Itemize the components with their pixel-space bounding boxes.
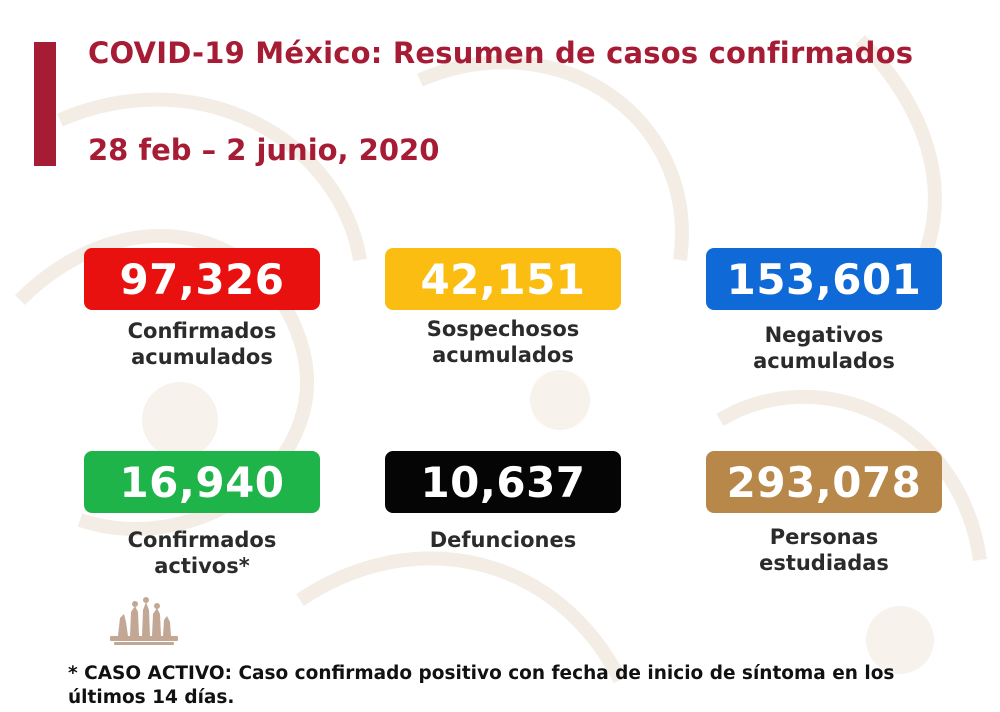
footnote-line2: últimos 14 días. <box>68 687 235 708</box>
stat-label-line1: Sospechosos <box>426 317 580 341</box>
stat-label-line2: acumulados <box>131 345 273 369</box>
stat-confirmed-active-label: Confirmados activos* <box>72 527 332 579</box>
stat-people-studied-label: Personas estudiadas <box>694 524 954 576</box>
footnote-line1: * CASO ACTIVO: Caso confirmado positivo … <box>68 663 895 684</box>
header-accent-bar <box>34 42 56 166</box>
stat-confirmed-active-value: 16,940 <box>84 451 320 513</box>
government-emblem-icon <box>110 597 178 645</box>
footnote: * CASO ACTIVO: Caso confirmado positivo … <box>68 662 948 710</box>
stat-negative-cumulative-value: 153,601 <box>706 248 942 310</box>
stat-deaths-label: Defunciones <box>373 527 633 553</box>
stat-negative-cumulative-label: Negativos acumulados <box>694 322 954 374</box>
stat-label-line2: acumulados <box>753 349 895 373</box>
stat-label-line2: acumulados <box>432 343 574 367</box>
stat-people-studied-value: 293,078 <box>706 451 942 513</box>
stat-label-line2: estudiadas <box>759 551 889 575</box>
stat-label-line1: Personas <box>769 525 879 549</box>
stat-confirmed-cumulative-label: Confirmados acumulados <box>72 318 332 370</box>
stat-label-line2: activos* <box>154 554 250 578</box>
stat-confirmed-cumulative-value: 97,326 <box>84 248 320 310</box>
stat-label-line1: Negativos <box>764 323 884 347</box>
date-range: 28 feb – 2 junio, 2020 <box>88 133 440 167</box>
page-title: COVID-19 México: Resumen de casos confir… <box>88 36 914 70</box>
stat-label-line1: Confirmados <box>127 319 277 343</box>
stat-suspected-cumulative-value: 42,151 <box>385 248 621 310</box>
stat-deaths-value: 10,637 <box>385 451 621 513</box>
stat-label-line1: Defunciones <box>429 528 577 552</box>
stat-label-line1: Confirmados <box>127 528 277 552</box>
stat-suspected-cumulative-label: Sospechosos acumulados <box>373 316 633 368</box>
